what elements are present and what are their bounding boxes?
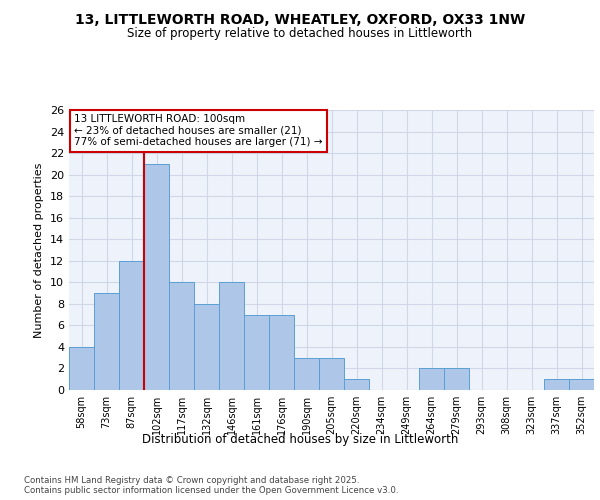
Y-axis label: Number of detached properties: Number of detached properties <box>34 162 44 338</box>
Text: 13, LITTLEWORTH ROAD, WHEATLEY, OXFORD, OX33 1NW: 13, LITTLEWORTH ROAD, WHEATLEY, OXFORD, … <box>75 12 525 26</box>
Bar <box>144 164 169 390</box>
Text: Size of property relative to detached houses in Littleworth: Size of property relative to detached ho… <box>127 28 473 40</box>
Bar <box>294 358 319 390</box>
Bar <box>219 282 244 390</box>
Bar <box>444 368 469 390</box>
Bar <box>269 314 294 390</box>
Text: Distribution of detached houses by size in Littleworth: Distribution of detached houses by size … <box>142 432 458 446</box>
Text: Contains HM Land Registry data © Crown copyright and database right 2025.
Contai: Contains HM Land Registry data © Crown c… <box>24 476 398 495</box>
Bar <box>194 304 219 390</box>
Bar <box>319 358 344 390</box>
Bar <box>419 368 444 390</box>
Bar <box>544 379 569 390</box>
Bar <box>119 261 144 390</box>
Bar <box>344 379 369 390</box>
Bar <box>569 379 594 390</box>
Bar <box>69 347 94 390</box>
Bar <box>94 293 119 390</box>
Bar <box>244 314 269 390</box>
Text: 13 LITTLEWORTH ROAD: 100sqm
← 23% of detached houses are smaller (21)
77% of sem: 13 LITTLEWORTH ROAD: 100sqm ← 23% of det… <box>74 114 323 148</box>
Bar <box>169 282 194 390</box>
